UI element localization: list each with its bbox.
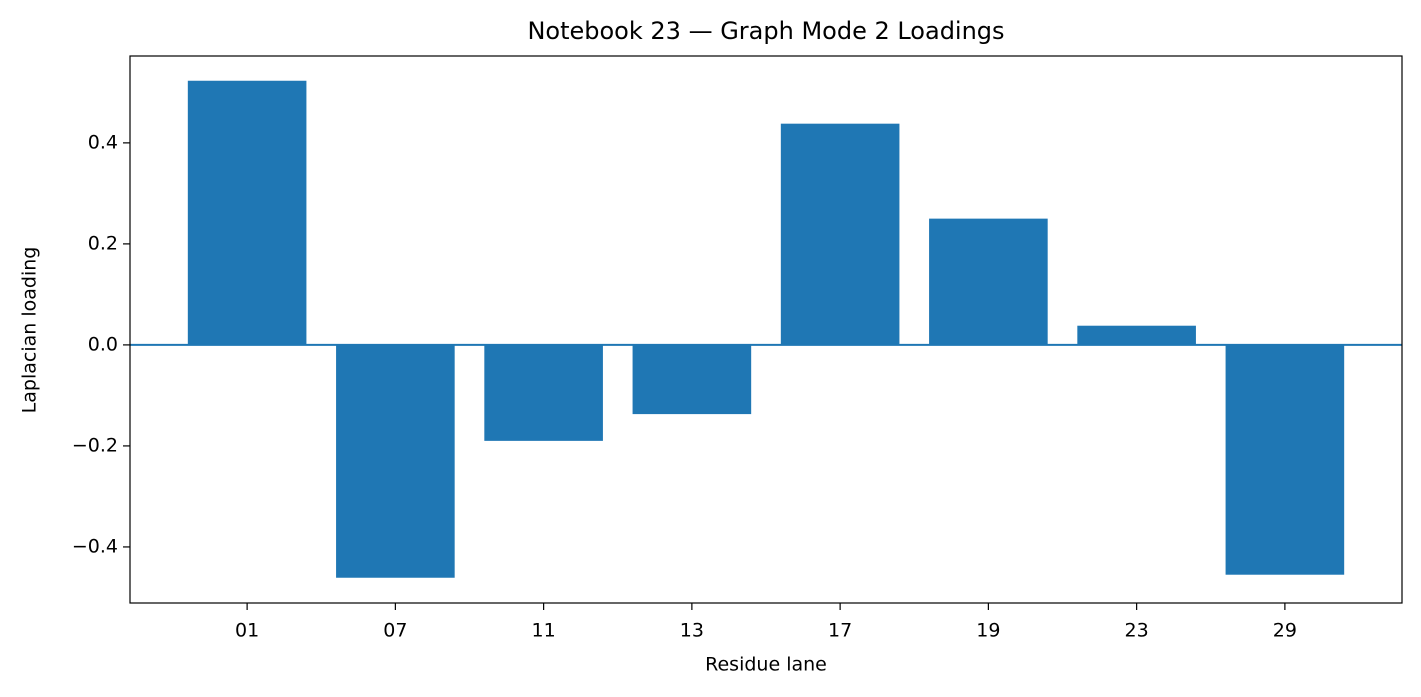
x-tick-label: 01: [235, 620, 259, 642]
bar: [1225, 344, 1345, 575]
chart-title: Notebook 23 — Graph Mode 2 Loadings: [527, 17, 1004, 45]
bar: [187, 80, 307, 345]
bar: [780, 123, 900, 345]
y-tick-label: 0.0: [88, 333, 118, 355]
x-tick-label: 17: [828, 620, 852, 642]
y-tick-label: −0.2: [72, 434, 118, 456]
bar: [484, 344, 603, 441]
x-tick-label: 11: [532, 620, 556, 642]
y-tick-label: 0.4: [88, 131, 118, 153]
x-tick-label: 07: [383, 620, 407, 642]
x-tick-label: 23: [1125, 620, 1149, 642]
plot-frame: [129, 55, 1403, 604]
y-tick-label: −0.4: [72, 535, 118, 557]
x-axis-label: Residue lane: [705, 654, 827, 676]
bar: [1077, 325, 1196, 345]
y-tick-label: 0.2: [88, 232, 118, 254]
bar: [929, 218, 1048, 345]
bar: [632, 344, 752, 415]
x-tick-label: 29: [1273, 620, 1297, 642]
x-tick-label: 13: [680, 620, 704, 642]
x-tick-label: 19: [976, 620, 1000, 642]
y-axis-label: Laplacian loading: [19, 247, 41, 414]
bar: [336, 344, 455, 578]
